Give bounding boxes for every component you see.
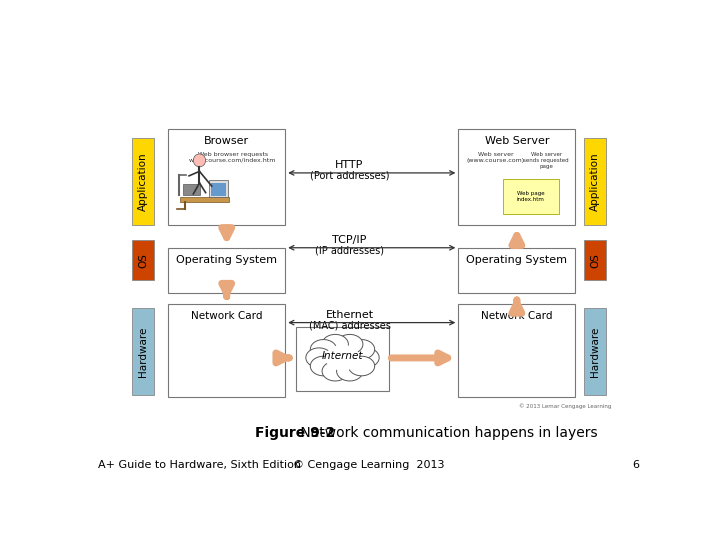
Text: Network Card: Network Card	[481, 310, 553, 321]
FancyBboxPatch shape	[459, 129, 575, 225]
Text: © 2013 Lemar Cengage Learning: © 2013 Lemar Cengage Learning	[519, 404, 612, 409]
Text: TCP/IP: TCP/IP	[333, 235, 366, 245]
Circle shape	[306, 348, 332, 368]
Circle shape	[353, 348, 379, 368]
FancyBboxPatch shape	[168, 129, 285, 225]
Text: Ethernet: Ethernet	[325, 310, 374, 320]
FancyBboxPatch shape	[132, 308, 154, 395]
Circle shape	[337, 361, 363, 381]
Circle shape	[322, 334, 348, 354]
FancyBboxPatch shape	[297, 327, 389, 391]
Circle shape	[310, 340, 337, 359]
FancyBboxPatch shape	[132, 138, 154, 225]
FancyBboxPatch shape	[584, 138, 606, 225]
FancyBboxPatch shape	[168, 304, 285, 397]
Text: Web browser requests
www.course.com/index.htm: Web browser requests www.course.com/inde…	[189, 152, 276, 163]
Text: Hardware: Hardware	[138, 327, 148, 377]
Text: Web page
index.htm: Web page index.htm	[517, 191, 544, 202]
FancyBboxPatch shape	[503, 179, 559, 214]
Circle shape	[322, 361, 348, 381]
FancyBboxPatch shape	[584, 240, 606, 280]
FancyBboxPatch shape	[459, 248, 575, 293]
Text: Operating System: Operating System	[176, 255, 277, 265]
Text: Internet: Internet	[322, 350, 364, 361]
Text: Network communication happens in layers: Network communication happens in layers	[297, 426, 598, 440]
Text: 6: 6	[633, 460, 639, 470]
Text: HTTP: HTTP	[336, 160, 364, 171]
Circle shape	[337, 334, 363, 354]
Circle shape	[310, 356, 337, 376]
Text: A+ Guide to Hardware, Sixth Edition: A+ Guide to Hardware, Sixth Edition	[99, 460, 302, 470]
Text: Web server
sends requested
page: Web server sends requested page	[523, 152, 569, 168]
FancyBboxPatch shape	[459, 304, 575, 397]
Text: Application: Application	[138, 152, 148, 211]
Text: Web Server: Web Server	[485, 136, 549, 146]
Text: (IP addresses): (IP addresses)	[315, 245, 384, 255]
Text: (Port addresses): (Port addresses)	[310, 171, 390, 180]
Text: OS: OS	[138, 253, 148, 268]
Text: Figure 9-2: Figure 9-2	[255, 426, 335, 440]
Circle shape	[348, 340, 374, 359]
Text: Web server
(www.course.com): Web server (www.course.com)	[467, 152, 525, 163]
Circle shape	[325, 345, 360, 370]
Circle shape	[348, 356, 374, 376]
Text: © Cengage Learning  2013: © Cengage Learning 2013	[293, 460, 445, 470]
Text: Operating System: Operating System	[467, 255, 567, 265]
Text: Hardware: Hardware	[590, 327, 600, 377]
FancyBboxPatch shape	[132, 240, 154, 280]
FancyBboxPatch shape	[584, 308, 606, 395]
Text: Application: Application	[590, 152, 600, 211]
Text: OS: OS	[590, 253, 600, 268]
Text: (MAC) addresses: (MAC) addresses	[309, 320, 390, 330]
FancyBboxPatch shape	[168, 248, 285, 293]
Text: Network Card: Network Card	[191, 310, 263, 321]
Text: Browser: Browser	[204, 136, 249, 146]
